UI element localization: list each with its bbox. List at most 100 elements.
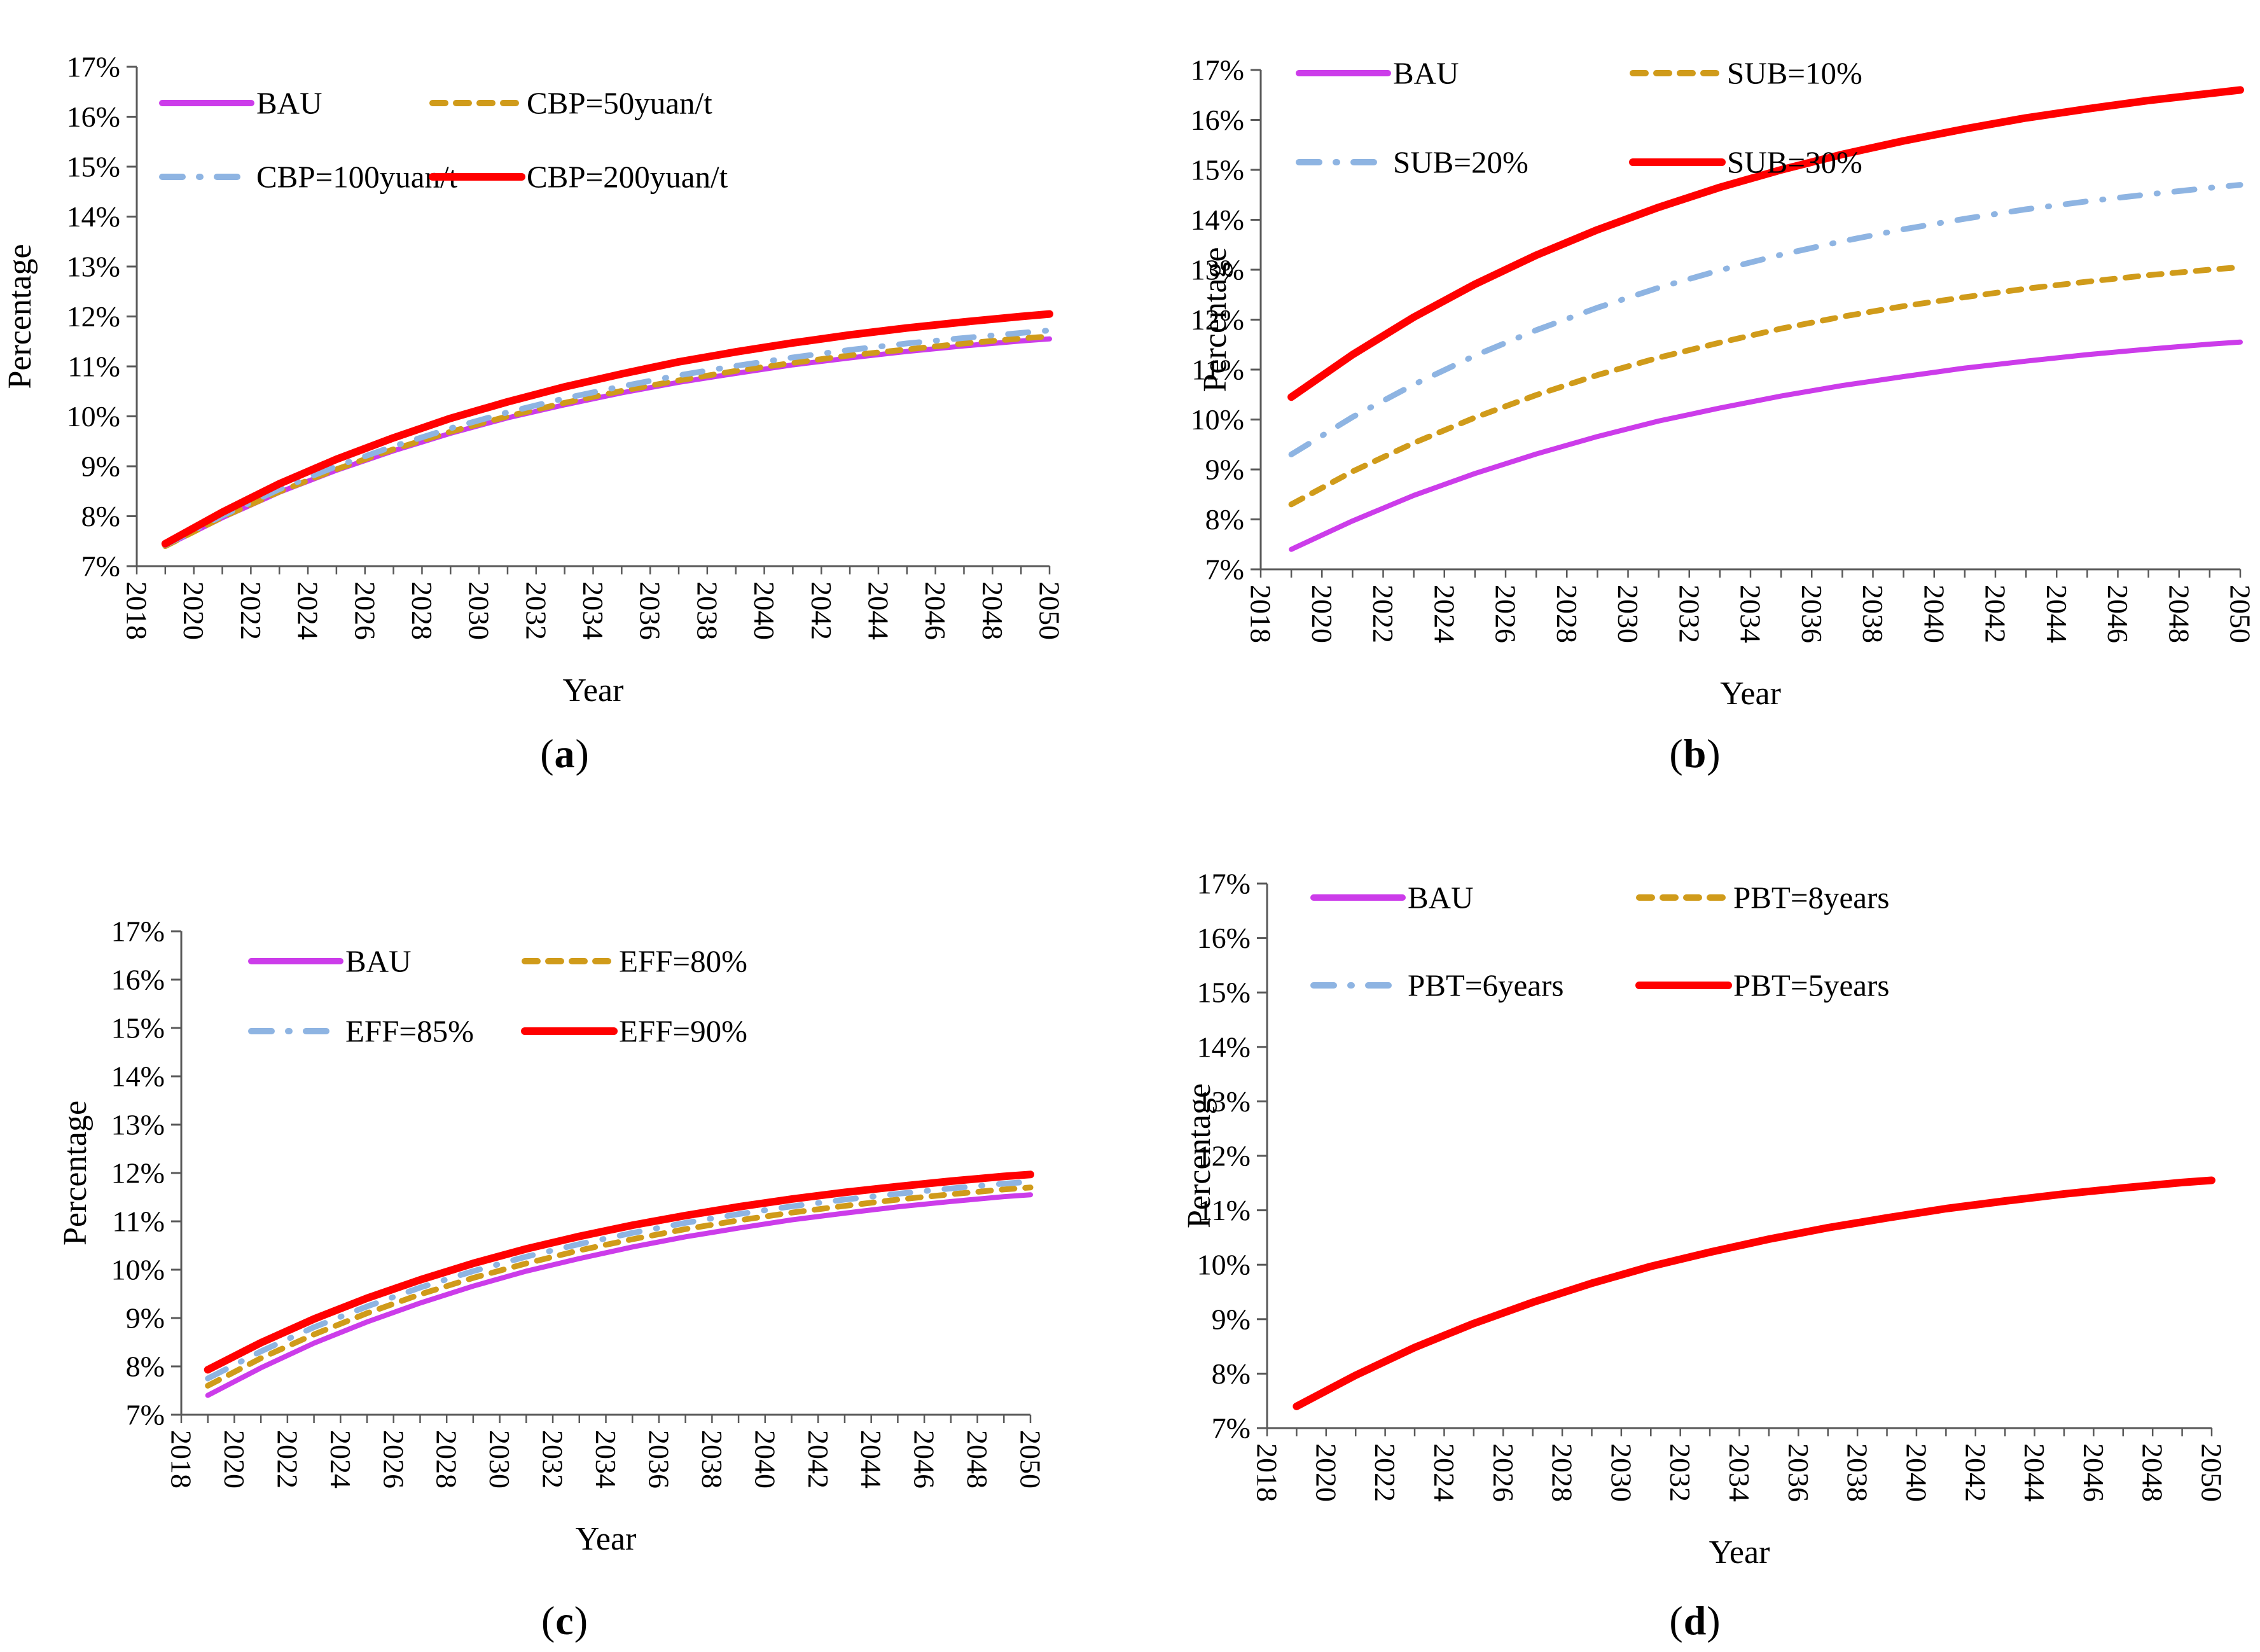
svg-text:2018: 2018 [1245,585,1277,643]
svg-text:2020: 2020 [1306,585,1338,643]
svg-text:15%: 15% [67,151,120,183]
svg-text:EFF=85%: EFF=85% [345,1014,474,1049]
svg-text:8%: 8% [1205,503,1244,536]
svg-text:2030: 2030 [483,1430,516,1489]
svg-text:12%: 12% [1197,1140,1251,1172]
caption-letter: c [555,1598,574,1643]
svg-text:SUB=10%: SUB=10% [1727,56,1862,91]
svg-text:2026: 2026 [377,1430,410,1489]
svg-text:2024: 2024 [324,1430,357,1489]
svg-text:2018: 2018 [121,581,153,640]
svg-text:2032: 2032 [1664,1443,1696,1502]
chart-b: 7% 8% 9% 10% 11% 12% 13% 14% 15% 16% 17% 2018 2020 20… [1191,54,2257,712]
svg-text:2038: 2038 [696,1430,728,1489]
panel-b: 7% 8% 9% 10% 11% 12% 13% 14% 15% 16% 17% 2018 2020 20… [1130,0,2260,826]
svg-text:BAU: BAU [1408,880,1473,915]
svg-text:2030: 2030 [1605,1443,1637,1502]
svg-text:2030: 2030 [463,581,496,640]
svg-text:2034: 2034 [1723,1443,1756,1502]
svg-text:10%: 10% [111,1254,165,1286]
svg-text:2028: 2028 [1551,585,1583,643]
svg-text:2044: 2044 [862,581,894,640]
svg-text:2038: 2038 [1857,585,1889,643]
svg-text:12%: 12% [111,1157,165,1190]
svg-text:7%: 7% [126,1399,165,1431]
panel-d: 7% 8% 9% 10% 11% 12% 13% 14% 15% 16% 17% 2018 2020 20… [1130,826,2260,1652]
svg-text:SUB=20%: SUB=20% [1393,145,1529,180]
svg-text:CBP=50yuan/t: CBP=50yuan/t [527,86,712,121]
svg-text:16%: 16% [1197,922,1251,954]
caption-close-paren: ) [575,731,590,776]
svg-text:17%: 17% [111,915,165,948]
svg-text:2024: 2024 [292,581,324,640]
svg-text:2040: 2040 [1900,1443,1932,1502]
svg-text:2040: 2040 [749,1430,781,1489]
caption-letter: a [554,731,576,776]
svg-text:2034: 2034 [590,1430,622,1489]
caption-open-paren: ( [1669,731,1684,776]
svg-text:9%: 9% [1212,1303,1251,1335]
svg-text:2050: 2050 [2224,585,2257,643]
svg-text:Year: Year [1720,676,1781,712]
svg-text:2028: 2028 [431,1430,463,1489]
svg-text:2022: 2022 [1369,1443,1401,1502]
svg-text:16%: 16% [111,964,165,996]
svg-text:17%: 17% [1197,868,1251,900]
svg-text:2036: 2036 [1796,585,1828,643]
svg-text:7%: 7% [1212,1412,1251,1445]
svg-text:2046: 2046 [2077,1443,2110,1502]
svg-text:2030: 2030 [1612,585,1644,643]
panel-c: 7% 8% 9% 10% 11% 12% 13% 14% 15% 16% 17% 2018 2020 20… [0,826,1130,1652]
svg-text:2036: 2036 [634,581,667,640]
caption-open-paren: ( [540,731,555,776]
svg-text:8%: 8% [81,500,120,532]
svg-text:2034: 2034 [1735,585,1767,643]
svg-text:SUB=30%: SUB=30% [1727,145,1862,180]
svg-text:2026: 2026 [349,581,381,640]
svg-text:2048: 2048 [976,581,1009,640]
svg-text:2048: 2048 [961,1430,994,1489]
svg-text:12%: 12% [1191,303,1244,336]
svg-text:Year: Year [1709,1534,1770,1571]
svg-text:8%: 8% [1212,1357,1251,1390]
svg-text:10%: 10% [1191,403,1244,436]
svg-text:14%: 14% [1197,1031,1251,1063]
svg-text:PBT=8years: PBT=8years [1733,880,1889,915]
svg-text:2018: 2018 [165,1430,198,1489]
svg-text:2048: 2048 [2163,585,2195,643]
svg-text:2022: 2022 [271,1430,303,1489]
svg-text:7%: 7% [1205,553,1244,586]
svg-text:2020: 2020 [177,581,210,640]
caption-close-paren: ) [1707,1598,1721,1643]
svg-text:2042: 2042 [1979,585,2012,643]
svg-text:2032: 2032 [537,1430,569,1489]
svg-text:CBP=100yuan/t: CBP=100yuan/t [256,160,458,195]
panel-caption-a: (a) [0,730,1130,777]
svg-text:15%: 15% [111,1012,165,1045]
svg-text:CBP=200yuan/t: CBP=200yuan/t [527,160,728,195]
svg-text:11%: 11% [112,1205,165,1238]
svg-text:2038: 2038 [691,581,723,640]
svg-text:9%: 9% [81,450,120,483]
svg-text:2044: 2044 [2018,1443,2051,1502]
panel-a: 7% 8% 9% 10% 11% 12% 13% 14% 15% 16% 17% 2018 2020 20… [0,0,1130,826]
svg-text:14%: 14% [1191,204,1244,236]
svg-text:15%: 15% [1191,154,1244,186]
svg-text:2026: 2026 [1490,585,1522,643]
svg-text:2048: 2048 [2137,1443,2169,1502]
svg-text:2042: 2042 [802,1430,835,1489]
svg-text:BAU: BAU [1393,56,1459,91]
svg-text:2034: 2034 [577,581,609,640]
svg-text:11%: 11% [1198,1194,1251,1226]
caption-open-paren: ( [1669,1598,1684,1643]
svg-text:17%: 17% [1191,54,1244,87]
panel-caption-b: (b) [1130,730,2260,777]
svg-text:2046: 2046 [908,1430,941,1489]
svg-text:2020: 2020 [218,1430,251,1489]
svg-text:2028: 2028 [1546,1443,1579,1502]
svg-text:2042: 2042 [1959,1443,1992,1502]
svg-text:11%: 11% [67,351,120,383]
svg-text:13%: 13% [67,251,120,283]
svg-text:17%: 17% [67,51,120,83]
svg-text:2050: 2050 [1015,1430,1047,1489]
